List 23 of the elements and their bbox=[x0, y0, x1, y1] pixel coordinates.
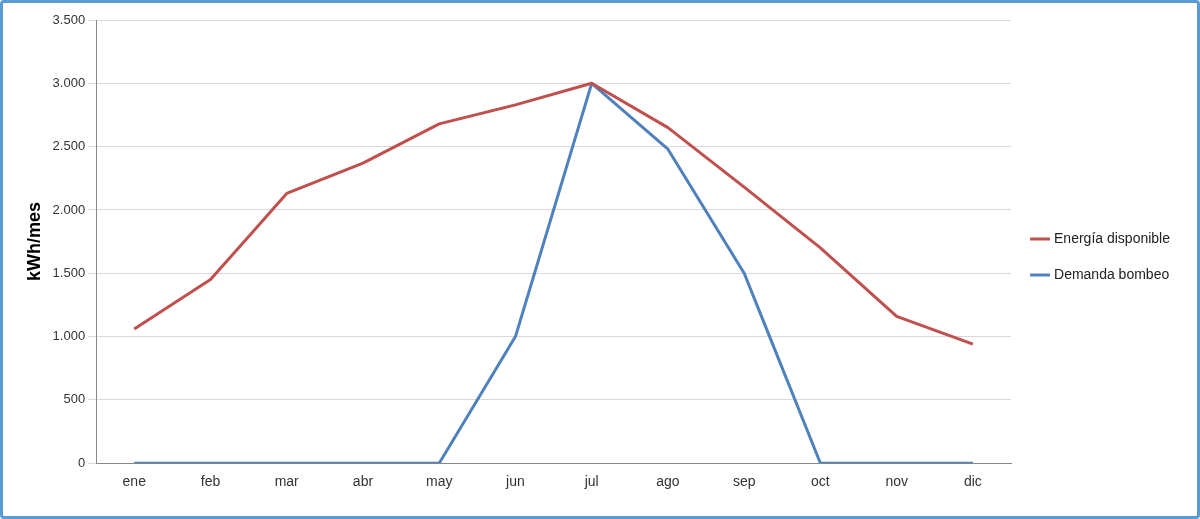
x-tick-label: abr bbox=[352, 473, 374, 490]
legend-label: Energía disponible bbox=[1054, 229, 1171, 246]
x-tick-label: sep bbox=[732, 473, 756, 490]
x-tick-label: may bbox=[425, 473, 453, 490]
x-tick-label: jun bbox=[505, 473, 525, 490]
x-tick-label: ago bbox=[656, 473, 680, 490]
y-tick-label: 3.000 bbox=[52, 74, 86, 90]
x-tick-label: mar bbox=[274, 473, 300, 490]
x-tick-label: ene bbox=[122, 473, 147, 490]
y-tick-label: 1.000 bbox=[52, 328, 86, 344]
y-tick-label: 2.000 bbox=[52, 201, 86, 217]
legend-label: Demanda bombeo bbox=[1054, 265, 1170, 282]
x-tick-label: oct bbox=[811, 473, 830, 490]
x-tick-label: jul bbox=[583, 473, 599, 490]
y-axis-title: kWh/mes bbox=[23, 202, 44, 282]
x-tick-label: nov bbox=[885, 473, 908, 490]
y-tick-label: 2.500 bbox=[52, 138, 86, 154]
y-tick-label: 500 bbox=[63, 391, 86, 407]
x-tick-label: dic bbox=[963, 473, 982, 490]
y-tick-label: 1.500 bbox=[52, 264, 86, 280]
y-tick-label: 0 bbox=[77, 454, 86, 470]
y-tick-label: 3.500 bbox=[52, 11, 86, 27]
x-tick-label: feb bbox=[200, 473, 221, 490]
